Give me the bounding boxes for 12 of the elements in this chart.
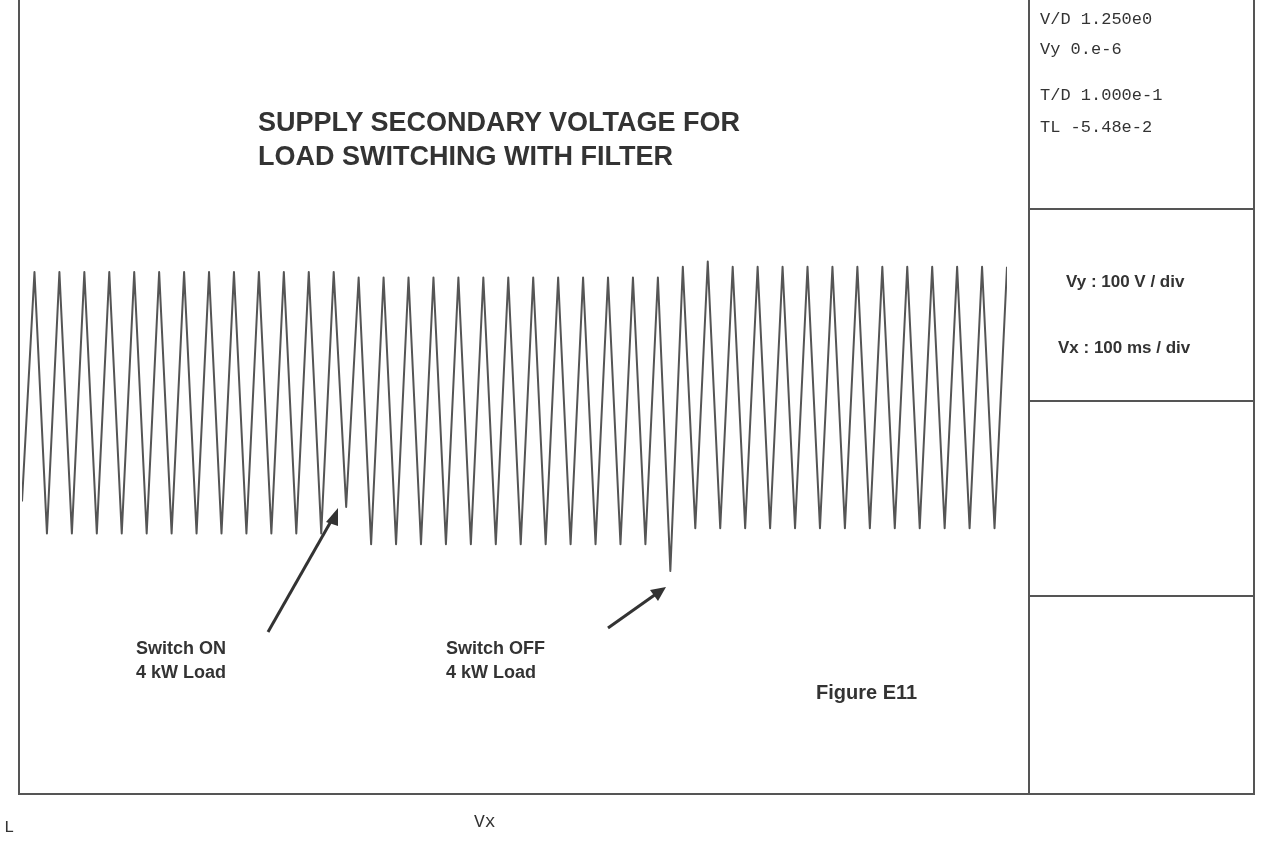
text: V/D 1.250e0 (1040, 9, 1153, 31)
text: T/D 1.000e-1 (1040, 85, 1163, 107)
text: L (4, 817, 15, 839)
annotation: Figure E11 (816, 680, 918, 704)
text: TL -5.48e-2 (1040, 117, 1153, 139)
annotation: Switch OFF 4 kW Load (446, 637, 545, 684)
text: Vx : 100 ms / div (1058, 337, 1191, 359)
chart-title: SUPPLY SECONDARY VOLTAGE FOR LOAD SWITCHING WITH FILTER (258, 106, 741, 173)
annotation: Switch ON 4 kW Load (136, 637, 227, 684)
text: Vy 0.e-6 (1040, 39, 1122, 61)
text: Vy : 100 V / div (1066, 271, 1185, 293)
x-axis-title: Vx (474, 812, 496, 832)
